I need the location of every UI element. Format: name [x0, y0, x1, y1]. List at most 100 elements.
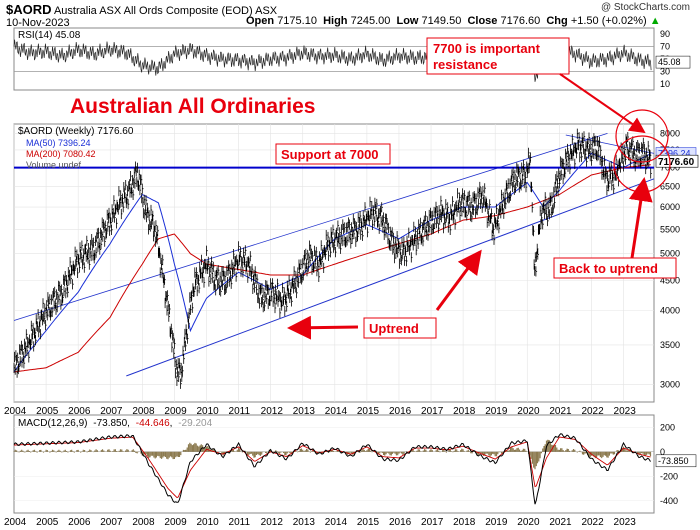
- macd-legend: MACD(12,26,9) -73.850, -44.646, -29.204: [18, 418, 213, 429]
- macd-line: [13, 433, 651, 505]
- macd-tick-label: -200: [660, 471, 678, 481]
- resistance-arrow: [559, 73, 646, 134]
- exchange: ASX: [255, 5, 278, 17]
- volume-legend: Volume undef: [26, 160, 82, 170]
- ma50-value-label: 7396.24: [658, 148, 691, 158]
- rsi-tick-label: 30: [660, 66, 670, 76]
- x-tick-label: 2009: [164, 406, 187, 417]
- price-tick-label: 8000: [660, 128, 680, 138]
- open-value: 7175.10: [277, 15, 317, 27]
- support-highlight-circle: [613, 135, 671, 193]
- rsi-last-value: 45.08: [655, 55, 691, 69]
- back-to-uptrend-arrow: [628, 177, 653, 259]
- macd-histogram: [13, 439, 652, 470]
- price-tick-label: 6000: [660, 202, 680, 212]
- macd-x-tick-label: 2007: [100, 517, 123, 528]
- macd-x-tick-label: 2010: [196, 517, 219, 528]
- resistance-line-2: resistance: [433, 57, 497, 72]
- rsi-tick-label: 10: [660, 79, 670, 89]
- macd-x-tick-label: 2011: [229, 517, 251, 528]
- macd-last-value-box: [655, 454, 697, 468]
- chg-value: +1.50 (+0.02%): [570, 15, 647, 27]
- chg-label: Chg: [546, 15, 568, 27]
- macd-last-value-label: -73.850: [658, 456, 689, 466]
- channel-upper-line: [13, 133, 608, 321]
- macd-x-tick-label: 2009: [164, 517, 187, 528]
- uptrend-arrow-right: [435, 249, 482, 311]
- x-tick-label: 2022: [581, 406, 604, 417]
- back-to-uptrend-callout: Back to uptrend: [559, 261, 658, 276]
- macd-last-value: -73.850: [655, 454, 697, 468]
- resistance-callout: 7700 is important resistance: [433, 41, 544, 72]
- resistance-highlight-circle: [615, 109, 669, 163]
- signal-value: -44.646: [136, 418, 170, 429]
- x-tick-label: 2010: [196, 406, 219, 417]
- macd-tick-label: 0: [660, 447, 665, 457]
- price-tick-label: 3500: [660, 340, 680, 350]
- symbol: $AORD: [6, 2, 52, 17]
- up-arrow-icon: ▲: [649, 15, 661, 27]
- macd-x-tick-label: 2004: [4, 517, 27, 528]
- x-tick-label: 2021: [549, 406, 572, 417]
- price-tick-label: 5000: [660, 249, 680, 259]
- open-label: Open: [246, 15, 275, 27]
- x-tick-label: 2019: [485, 406, 508, 417]
- x-tick-label: 2005: [36, 406, 59, 417]
- rsi-last-value-box: [655, 55, 691, 69]
- macd-x-tick-label: 2017: [421, 517, 444, 528]
- macd-tick-label: 200: [660, 422, 675, 432]
- last-price-box: [655, 154, 699, 168]
- macd-x-tick-label: 2013: [293, 517, 316, 528]
- rsi-last-value-label: 45.08: [658, 57, 681, 67]
- chart-title-annotation: Australian All Ordinaries: [70, 95, 315, 118]
- price-bars: [13, 128, 652, 389]
- x-tick-label: 2023: [614, 406, 637, 417]
- x-tick-label: 2007: [100, 406, 123, 417]
- histogram-value: -29.204: [178, 418, 212, 429]
- rsi-panel-frame: [13, 27, 655, 91]
- macd-signal-line: [14, 436, 651, 499]
- watermark: @ StockCharts.com: [600, 2, 690, 13]
- macd-x-tick-label: 2018: [453, 517, 476, 528]
- x-tick-label: 2015: [357, 406, 380, 417]
- support-callout: Support at 7000: [281, 147, 379, 162]
- macd-x-tick-label: 2023: [614, 517, 637, 528]
- x-tick-label: 2011: [229, 406, 251, 417]
- macd-value: -73.850: [93, 418, 127, 429]
- rsi-layer: 103050709045.08: [13, 29, 691, 89]
- support-callout-box: [275, 143, 391, 165]
- macd-layer: -400 -200 0 200 2004 2005 2006 2007 2008 2009 2010…: [4, 422, 697, 528]
- macd-panel-frame: [13, 414, 655, 514]
- macd-x-tick-label: 2015: [357, 517, 380, 528]
- x-tick-label: 2004: [4, 406, 27, 417]
- macd-x-tick-label: 2022: [581, 517, 604, 528]
- macd-tick-label: -400: [660, 496, 678, 506]
- uptrend-callout-box: [363, 317, 437, 339]
- index-name: Australia ASX All Ords Composite (EOD): [53, 5, 253, 17]
- price-legend-title: $AORD (Weekly) 7176.60: [18, 126, 134, 137]
- channel-lower-line: [126, 178, 655, 377]
- macd-x-tick-label: 2008: [132, 517, 155, 528]
- rsi-tick-label: 70: [660, 42, 670, 52]
- macd-x-tick-label: 2012: [261, 517, 284, 528]
- rsi-tick-label: 90: [660, 29, 670, 39]
- last-price-tag: 7176.60: [655, 154, 699, 168]
- low-value: 7149.50: [421, 15, 462, 27]
- macd-x-tick-label: 2020: [517, 517, 540, 528]
- price-tick-label: 4500: [660, 276, 680, 286]
- close-value: 7176.60: [500, 15, 541, 27]
- uptrend-arrow-left: [287, 315, 359, 340]
- x-tick-label: 2018: [453, 406, 476, 417]
- ohlc-line: Open 7175.10 High 7245.00 Low 7149.50 Cl…: [246, 15, 661, 27]
- ma200-line: [13, 164, 651, 373]
- ma50-legend: MA(50) 7396.24: [26, 138, 91, 148]
- close-label: Close: [467, 15, 498, 27]
- x-tick-label: 2016: [389, 406, 412, 417]
- header-line-1: $AORD Australia ASX All Ords Composite (…: [6, 2, 277, 17]
- resistance-line-1: 7700 is important: [433, 41, 541, 56]
- price-layer: 3000350040004500500055006000650070007500…: [4, 124, 699, 417]
- price-tick-label: 4000: [660, 306, 680, 316]
- macd-x-tick-label: 2016: [389, 517, 412, 528]
